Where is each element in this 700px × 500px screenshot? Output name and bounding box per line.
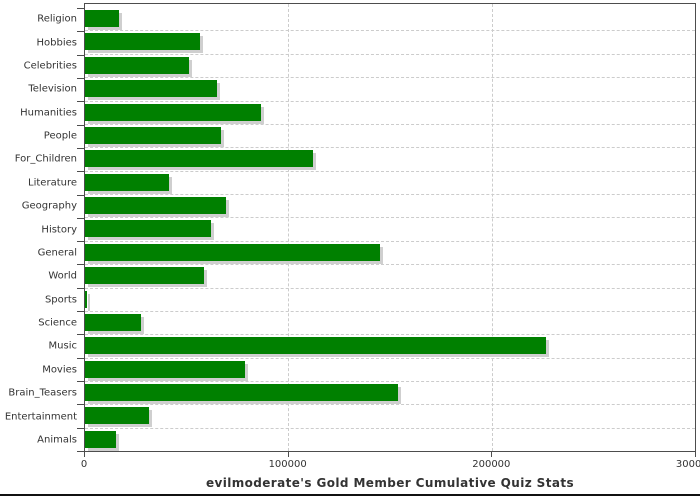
bar: [85, 220, 212, 238]
bar-row: Television: [28, 78, 695, 102]
category-label: People: [43, 130, 77, 142]
bar-row: Religion: [37, 8, 695, 32]
x-axis-tick: [84, 452, 85, 457]
bar: [85, 126, 222, 144]
y-axis-tick: [77, 101, 84, 103]
category-label: General: [37, 247, 77, 259]
y-axis-tick: [77, 241, 84, 243]
bar-rows-container: Religion Hobbies Celebrities Television Huma…: [5, 4, 695, 451]
bar-row: Geography: [22, 195, 695, 219]
bar-row: Movies: [42, 359, 695, 382]
category-label: Sports: [44, 294, 77, 306]
category-label: For_Children: [14, 153, 77, 165]
y-axis-tick: [77, 77, 84, 79]
category-label: Religion: [37, 13, 77, 25]
bar: [85, 360, 245, 378]
bar: [85, 197, 227, 214]
category-label: Animals: [37, 434, 77, 446]
bar-row: For_Children: [15, 148, 695, 172]
y-axis-tick: [77, 264, 84, 266]
bar-row: Sports: [45, 289, 695, 312]
chart-title: evilmoderate's Gold Member Cumulative Qu…: [205, 476, 575, 490]
category-label: History: [41, 224, 77, 236]
x-axis-tick-label: 0: [80, 459, 88, 470]
y-axis-tick: [77, 404, 84, 406]
bar: [85, 290, 88, 308]
bar: [85, 267, 204, 285]
bar: [85, 313, 141, 331]
vertical-gridline: [288, 4, 290, 451]
bar: [85, 150, 313, 168]
y-axis-tick: [77, 147, 84, 149]
y-axis-tick: [77, 334, 84, 336]
bottom-border-line: [0, 494, 700, 496]
bar: [85, 80, 218, 98]
bar: [85, 10, 119, 27]
bar: [85, 56, 189, 74]
y-axis-tick: [77, 427, 84, 429]
y-axis-tick: [77, 287, 84, 289]
bar: [85, 407, 150, 425]
bar-row: History: [41, 218, 695, 242]
x-axis-tick-label: 100000: [268, 459, 307, 470]
bar: [85, 33, 200, 51]
bar-row: Science: [38, 312, 695, 336]
plot-area: Religion Hobbies Celebrities Television Huma…: [5, 3, 696, 452]
category-label: Hobbies: [36, 37, 77, 49]
x-axis-tick-label: 200000: [472, 459, 511, 470]
bar-row: General: [38, 242, 695, 266]
bar-row: Hobbies: [37, 31, 695, 55]
category-label: Geography: [21, 200, 77, 212]
bar: [85, 243, 380, 261]
y-axis-tick: [77, 54, 84, 56]
bar: [85, 103, 261, 121]
y-axis-tick: [77, 124, 84, 126]
x-axis-tick: [695, 452, 696, 457]
category-label: Brain_Teasers: [8, 387, 77, 399]
bar-row: Music: [49, 335, 695, 359]
category-label: Humanities: [20, 107, 77, 119]
bar-row: Brain_Teasers: [8, 382, 695, 406]
bar-row: Literature: [28, 172, 695, 195]
category-label: Entertainment: [4, 411, 77, 423]
y-axis-tick: [77, 357, 84, 359]
bar-row: Animals: [37, 429, 695, 451]
vertical-gridline: [491, 4, 493, 451]
y-axis-tick: [77, 217, 84, 219]
y-axis-tick: [77, 8, 84, 9]
category-label: Celebrities: [23, 60, 77, 72]
category-label: Literature: [28, 177, 77, 189]
bar: [85, 337, 546, 355]
category-label: World: [48, 270, 77, 282]
y-axis-tick: [77, 171, 84, 173]
category-label: Science: [38, 317, 77, 329]
bar-row: Entertainment: [5, 405, 695, 429]
category-label: Movies: [42, 364, 77, 376]
bar-row: People: [44, 125, 695, 149]
y-axis-tick: [77, 451, 84, 452]
x-axis-tick: [491, 452, 493, 457]
y-axis-tick: [77, 381, 84, 383]
x-axis-tick-label: 300000: [675, 459, 700, 470]
y-axis-tick: [77, 311, 84, 313]
category-label: Music: [48, 340, 77, 352]
x-axis-tick: [287, 452, 289, 457]
bar-row: World: [48, 265, 695, 289]
bar: [85, 173, 170, 191]
y-axis-tick: [77, 31, 84, 33]
bar-row: Humanities: [20, 102, 695, 125]
y-axis-tick: [77, 194, 84, 196]
bar-row: Celebrities: [24, 55, 695, 79]
category-label: Television: [28, 83, 77, 95]
bar: [85, 384, 399, 401]
bar: [85, 430, 116, 448]
